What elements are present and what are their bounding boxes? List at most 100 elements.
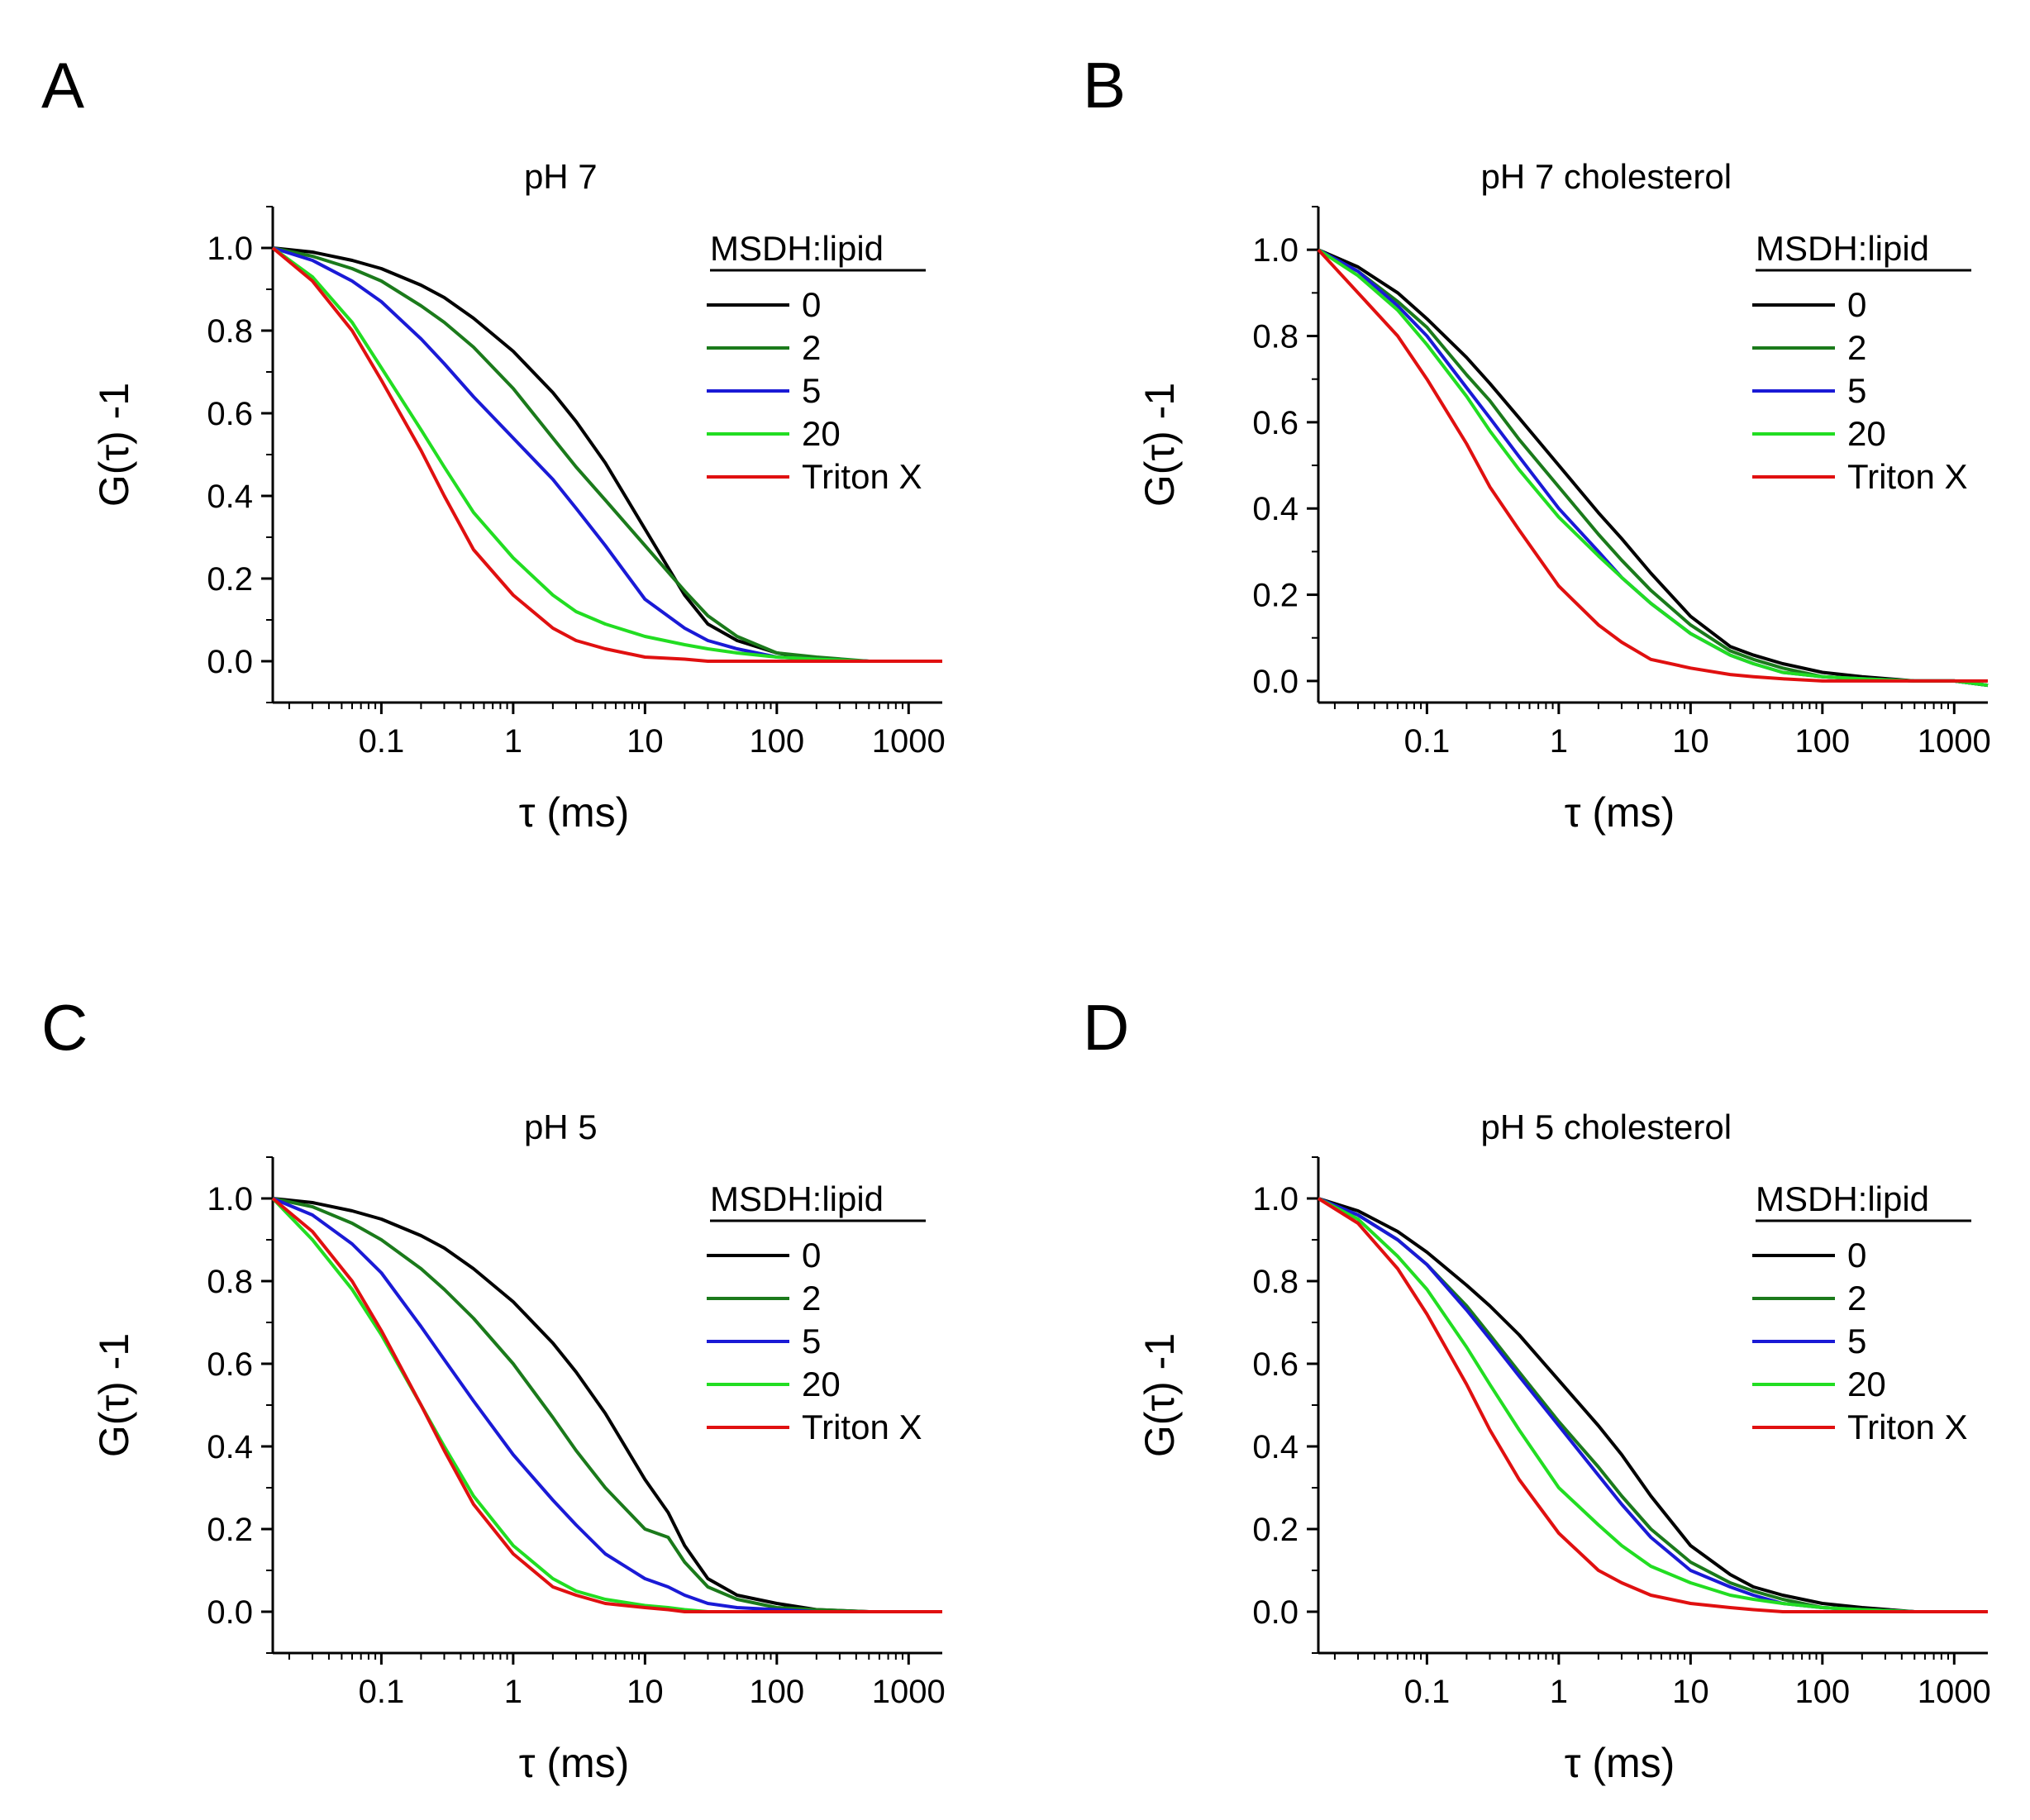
y-tick-label: 0.2 (207, 561, 253, 598)
legend-label: 5 (802, 1322, 821, 1360)
series-line-triton-x (1317, 248, 1988, 683)
y-tick-label: 1.0 (1252, 232, 1299, 269)
series-line-triton-x (1317, 1197, 1988, 1613)
legend-label: 20 (802, 414, 841, 453)
legend-label: Triton X (1847, 457, 1967, 496)
y-tick-label: 0.0 (207, 644, 253, 680)
y-tick-label: 1.0 (207, 231, 253, 267)
x-tick-label: 0.1 (359, 1674, 405, 1710)
x-tick-label: 100 (749, 723, 804, 760)
x-tick-label: 0.1 (1404, 723, 1451, 760)
series-line-0 (1318, 248, 1989, 688)
series-line-2 (272, 246, 942, 663)
series-line-2 (1318, 1197, 1988, 1613)
legend-label: 2 (1847, 1279, 1866, 1317)
y-tick-label: 0.4 (207, 1429, 253, 1465)
legend-title: MSDH:lipid (710, 1179, 884, 1218)
legend-label: 5 (802, 371, 821, 410)
x-tick-label: 1 (504, 723, 522, 760)
y-axis-label: G(τ) -1 (1137, 383, 1183, 507)
x-tick-label: 1000 (872, 723, 946, 760)
legend-title: MSDH:lipid (1756, 229, 1929, 268)
chart-panel-a: ApH 7 0.0 0.2 0.4 0.6 0.8 1.0 0.1 1 10 100 1000 τ (m… (41, 49, 946, 836)
legend-title: MSDH:lipid (1756, 1179, 1929, 1218)
series-line-20 (1318, 1197, 1988, 1613)
y-tick-label: 0.6 (1252, 1346, 1299, 1383)
x-tick-label: 100 (749, 1674, 804, 1710)
legend-label: 2 (802, 328, 821, 367)
y-tick-label: 0.8 (207, 313, 253, 350)
x-tick-label: 0.1 (1404, 1674, 1451, 1710)
legend-label: Triton X (802, 457, 922, 496)
x-tick-label: 10 (1672, 1674, 1709, 1710)
legend-label: Triton X (1847, 1408, 1967, 1446)
series-line-0 (272, 1197, 942, 1613)
x-tick-label: 1000 (1918, 1674, 1991, 1710)
series-line-triton-x (271, 246, 942, 663)
y-tick-label: 0.4 (1252, 491, 1299, 527)
y-tick-label: 1.0 (207, 1181, 253, 1217)
legend-label: 0 (802, 1236, 821, 1274)
chart-panel-c: CpH 5 0.0 0.2 0.4 0.6 0.8 1.0 0.1 1 10 100 1000 τ (m… (41, 991, 946, 1786)
x-tick-label: 1000 (872, 1674, 946, 1710)
legend-label: Triton X (802, 1408, 922, 1446)
y-tick-label: 0.2 (207, 1512, 253, 1548)
y-axis-label: G(τ) -1 (1137, 1333, 1183, 1457)
legend-label: 0 (1847, 285, 1866, 324)
x-axis-label: τ (ms) (1565, 789, 1675, 836)
panel-letter: D (1083, 991, 1129, 1064)
legend-label: 2 (1847, 328, 1866, 367)
y-tick-label: 0.0 (1252, 664, 1299, 700)
legend-label: 20 (1847, 1365, 1886, 1403)
y-tick-label: 1.0 (1252, 1181, 1299, 1217)
x-tick-label: 1 (1550, 723, 1568, 760)
series-line-0 (1318, 1197, 1988, 1613)
x-tick-label: 100 (1794, 723, 1850, 760)
x-tick-label: 10 (1672, 723, 1709, 760)
series-line-triton-x (271, 1197, 942, 1613)
y-tick-label: 0.8 (1252, 1264, 1299, 1300)
legend-label: 20 (1847, 414, 1886, 453)
x-axis-label: τ (ms) (1565, 1740, 1675, 1786)
y-tick-label: 0.6 (1252, 405, 1299, 441)
legend-label: 0 (802, 285, 821, 324)
y-tick-label: 0.6 (207, 1346, 253, 1383)
chart-panel-b: BpH 7 cholesterol 0.0 0.2 0.4 0.6 0.8 1.0 0.1 1 1… (1083, 49, 1991, 836)
y-axis-label: G(τ) -1 (91, 1333, 137, 1457)
series-line-5 (272, 246, 942, 663)
y-tick-label: 0.8 (207, 1264, 253, 1300)
legend-title: MSDH:lipid (710, 229, 884, 268)
chart-title: pH 7 (524, 157, 598, 196)
legend-label: 5 (1847, 1322, 1866, 1360)
legend-label: 2 (802, 1279, 821, 1317)
series-line-5 (1318, 1197, 1988, 1613)
y-tick-label: 0.2 (1252, 1512, 1299, 1548)
x-axis-label: τ (ms) (519, 789, 630, 836)
series-line-20 (271, 1197, 942, 1613)
legend-label: 0 (1847, 1236, 1866, 1274)
y-tick-label: 0.0 (207, 1594, 253, 1631)
x-tick-label: 1000 (1918, 723, 1991, 760)
y-tick-label: 0.2 (1252, 578, 1299, 614)
chart-title: pH 5 (524, 1108, 598, 1146)
series-line-20 (271, 246, 942, 663)
series-line-2 (272, 1197, 942, 1613)
y-tick-label: 0.4 (207, 479, 253, 515)
panel-letter: B (1083, 49, 1126, 121)
y-tick-label: 0.0 (1252, 1594, 1299, 1631)
chart-title: pH 5 cholesterol (1481, 1108, 1732, 1146)
y-tick-label: 0.8 (1252, 319, 1299, 355)
legend-label: 20 (802, 1365, 841, 1403)
x-tick-label: 10 (627, 1674, 664, 1710)
panel-letter: A (41, 49, 84, 121)
series-line-20 (1317, 248, 1989, 688)
x-tick-label: 100 (1794, 1674, 1850, 1710)
legend-label: 5 (1847, 371, 1866, 410)
x-axis-label: τ (ms) (519, 1740, 630, 1786)
chart-panel-d: DpH 5 cholesterol 0.0 0.2 0.4 0.6 0.8 1.0 0.1 1 1… (1083, 991, 1991, 1786)
y-tick-label: 0.6 (207, 396, 253, 432)
x-tick-label: 10 (627, 723, 664, 760)
x-tick-label: 1 (504, 1674, 522, 1710)
x-tick-label: 1 (1550, 1674, 1568, 1710)
